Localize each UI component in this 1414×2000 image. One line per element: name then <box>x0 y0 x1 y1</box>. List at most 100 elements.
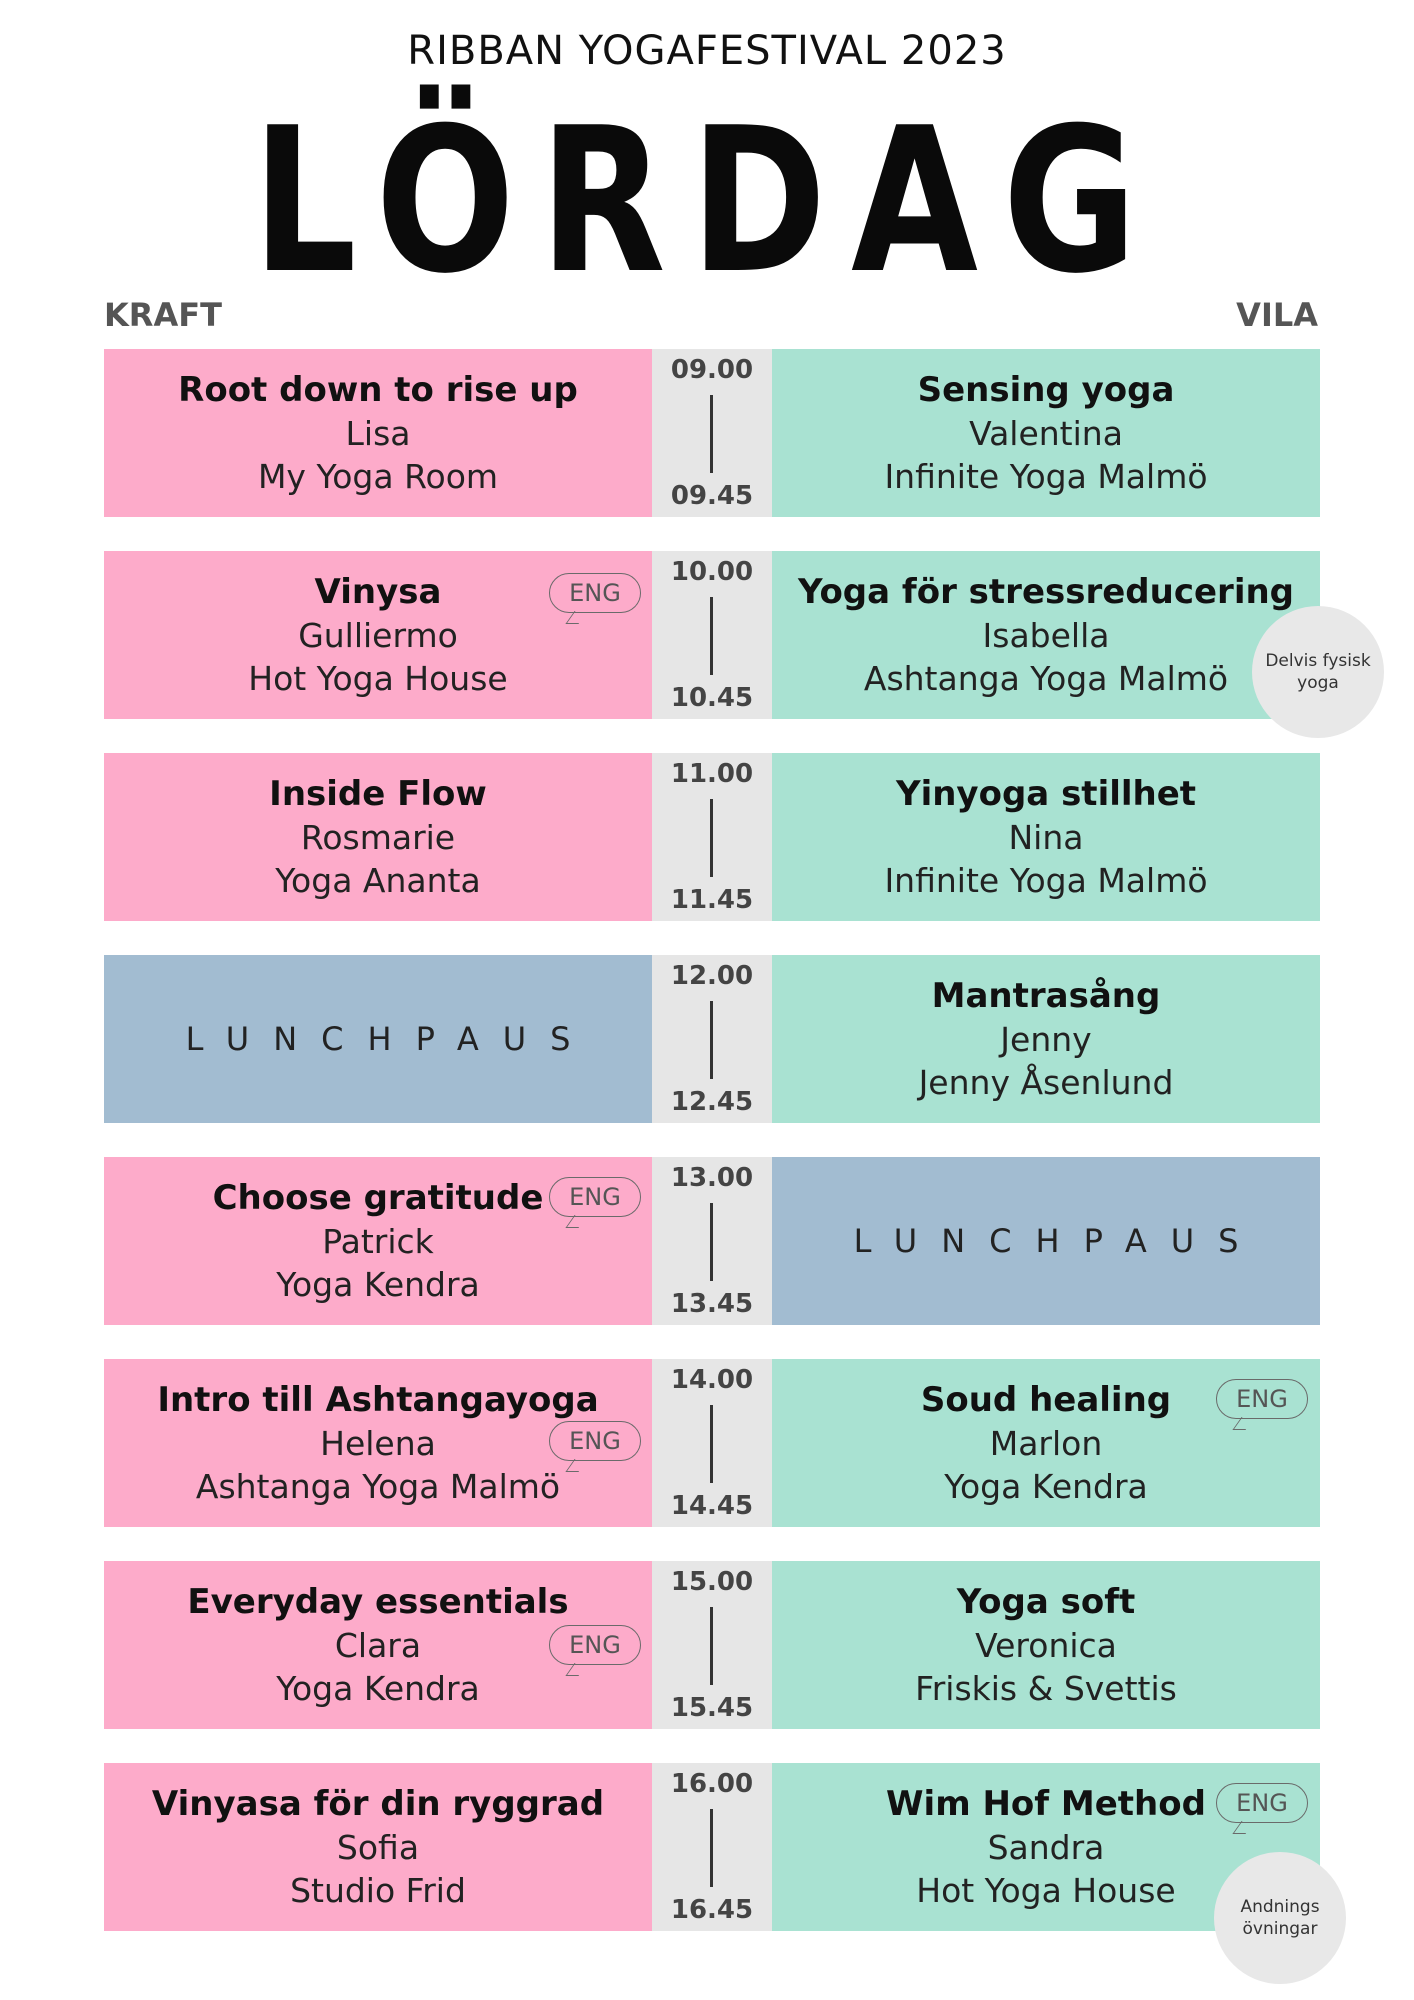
session-title: Sensing yoga <box>917 369 1175 410</box>
vila-session: Sensing yoga Valentina Infinite Yoga Mal… <box>772 349 1320 517</box>
festival-subtitle: RIBBAN YOGAFESTIVAL 2023 <box>407 28 1007 74</box>
time-divider <box>710 597 713 675</box>
schedule-row-1600: Vinyasa för din ryggrad Sofia Studio Fri… <box>104 1763 1320 1931</box>
time-divider <box>710 799 713 877</box>
vila-session: Mantrasång Jenny Jenny Åsenlund <box>772 955 1320 1123</box>
column-header-kraft: KRAFT <box>104 296 222 334</box>
start-time: 09.00 <box>670 355 754 385</box>
vila-lunch-break: LUNCHPAUS <box>772 1157 1320 1325</box>
vila-session: Wim Hof Method Sandra Hot Yoga House ENG <box>772 1763 1320 1931</box>
session-teacher: Nina <box>1008 817 1084 857</box>
session-teacher: Isabella <box>982 615 1110 655</box>
end-time: 14.45 <box>670 1491 754 1521</box>
session-studio: Hot Yoga House <box>916 1870 1176 1910</box>
english-speech-bubble-icon: ENG <box>549 1177 641 1217</box>
start-time: 14.00 <box>670 1365 754 1395</box>
kraft-session: Intro till Ashtangayoga Helena Ashtanga … <box>104 1359 652 1527</box>
time-slot: 09.00 09.45 <box>652 349 772 517</box>
session-studio: Yoga Kendra <box>944 1466 1148 1506</box>
schedule-row-1300: Choose gratitude Patrick Yoga Kendra ENG… <box>104 1157 1320 1325</box>
session-title: Mantrasång <box>931 975 1161 1016</box>
session-studio: Ashtanga Yoga Malmö <box>195 1466 561 1506</box>
session-title: Vinysa <box>314 571 442 612</box>
session-studio: Friskis & Svettis <box>915 1668 1177 1708</box>
note-badge-delvis-fysisk-yoga: Delvis fysisk yoga <box>1252 606 1384 738</box>
session-studio: Infinite Yoga Malmö <box>884 860 1208 900</box>
session-title: Yoga soft <box>956 1581 1136 1622</box>
kraft-session: Vinysa Gulliermo Hot Yoga House ENG <box>104 551 652 719</box>
session-studio: Yoga Kendra <box>276 1668 480 1708</box>
time-slot: 12.00 12.45 <box>652 955 772 1123</box>
column-header-vila: VILA <box>1236 296 1318 334</box>
session-studio: Ashtanga Yoga Malmö <box>863 658 1229 698</box>
start-time: 12.00 <box>670 961 754 991</box>
session-studio: Hot Yoga House <box>248 658 508 698</box>
session-title: Vinyasa för din ryggrad <box>151 1783 605 1824</box>
session-title: Yinyoga stillhet <box>895 773 1197 814</box>
time-slot: 13.00 13.45 <box>652 1157 772 1325</box>
kraft-session: Vinyasa för din ryggrad Sofia Studio Fri… <box>104 1763 652 1931</box>
session-title: Root down to rise up <box>178 369 578 410</box>
page-title: LÖRDAG <box>252 85 1162 318</box>
start-time: 15.00 <box>670 1567 754 1597</box>
start-time: 11.00 <box>670 759 754 789</box>
time-divider <box>710 1001 713 1079</box>
session-title: Everyday essentials <box>187 1581 569 1622</box>
session-title: Choose gratitude <box>212 1177 544 1218</box>
schedule-row-1100: Inside Flow Rosmarie Yoga Ananta 11.00 1… <box>104 753 1320 921</box>
kraft-session: Everyday essentials Clara Yoga Kendra EN… <box>104 1561 652 1729</box>
end-time: 13.45 <box>670 1289 754 1319</box>
session-studio: My Yoga Room <box>257 456 499 496</box>
time-slot: 16.00 16.45 <box>652 1763 772 1931</box>
end-time: 10.45 <box>670 683 754 713</box>
time-slot: 11.00 11.45 <box>652 753 772 921</box>
english-speech-bubble-icon: ENG <box>549 1625 641 1665</box>
end-time: 12.45 <box>670 1087 754 1117</box>
lunch-label: LUNCHPAUS <box>185 1020 595 1058</box>
schedule-row-1400: Intro till Ashtangayoga Helena Ashtanga … <box>104 1359 1320 1527</box>
end-time: 11.45 <box>670 885 754 915</box>
end-time: 16.45 <box>670 1895 754 1925</box>
time-slot: 10.00 10.45 <box>652 551 772 719</box>
session-studio: Yoga Ananta <box>275 860 481 900</box>
end-time: 09.45 <box>670 481 754 511</box>
session-teacher: Lisa <box>345 413 411 453</box>
schedule-row-1500: Everyday essentials Clara Yoga Kendra EN… <box>104 1561 1320 1729</box>
vila-session: Soud healing Marlon Yoga Kendra ENG <box>772 1359 1320 1527</box>
session-title: Wim Hof Method <box>886 1783 1206 1824</box>
time-divider <box>710 1809 713 1887</box>
english-speech-bubble-icon: ENG <box>549 1421 641 1461</box>
session-teacher: Clara <box>334 1625 422 1665</box>
session-teacher: Jenny <box>1000 1019 1092 1059</box>
schedule-row-1200: LUNCHPAUS 12.00 12.45 Mantrasång Jenny J… <box>104 955 1320 1123</box>
session-teacher: Sandra <box>987 1827 1105 1867</box>
session-teacher: Veronica <box>975 1625 1117 1665</box>
kraft-lunch-break: LUNCHPAUS <box>104 955 652 1123</box>
session-teacher: Valentina <box>969 413 1123 453</box>
session-teacher: Patrick <box>322 1221 434 1261</box>
schedule-row-1000: Vinysa Gulliermo Hot Yoga House ENG 10.0… <box>104 551 1320 719</box>
kraft-session: Choose gratitude Patrick Yoga Kendra ENG <box>104 1157 652 1325</box>
session-teacher: Sofia <box>336 1827 420 1867</box>
time-divider <box>710 1203 713 1281</box>
time-slot: 15.00 15.45 <box>652 1561 772 1729</box>
session-title: Yoga för stressreducering <box>797 571 1295 612</box>
english-speech-bubble-icon: ENG <box>549 573 641 613</box>
vila-session: Yoga för stressreducering Isabella Ashta… <box>772 551 1320 719</box>
time-divider <box>710 1405 713 1483</box>
session-teacher: Rosmarie <box>300 817 456 857</box>
session-studio: Infinite Yoga Malmö <box>884 456 1208 496</box>
note-badge-andnings-ovningar: Andnings övningar <box>1214 1852 1346 1984</box>
session-teacher: Helena <box>320 1423 436 1463</box>
session-teacher: Marlon <box>989 1423 1103 1463</box>
english-speech-bubble-icon: ENG <box>1216 1783 1308 1823</box>
end-time: 15.45 <box>670 1693 754 1723</box>
session-studio: Studio Frid <box>290 1870 466 1910</box>
session-title: Soud healing <box>920 1379 1172 1420</box>
time-divider <box>710 1607 713 1685</box>
lunch-label: LUNCHPAUS <box>853 1222 1263 1260</box>
session-title: Intro till Ashtangayoga <box>157 1379 599 1420</box>
english-speech-bubble-icon: ENG <box>1216 1379 1308 1419</box>
vila-session: Yinyoga stillhet Nina Infinite Yoga Malm… <box>772 753 1320 921</box>
session-teacher: Gulliermo <box>298 615 458 655</box>
